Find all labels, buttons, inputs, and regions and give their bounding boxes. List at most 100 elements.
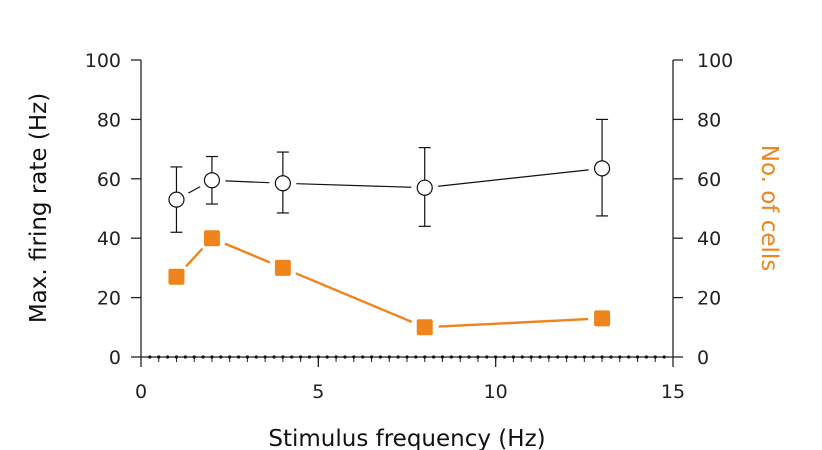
baseline-dot: [254, 355, 258, 359]
baseline-dot: [449, 355, 453, 359]
baseline-dot: [600, 355, 604, 359]
baseline-dot: [210, 355, 214, 359]
x-tick-label: 10: [484, 381, 508, 403]
baseline-dot: [547, 355, 551, 359]
baseline-dot: [272, 355, 276, 359]
cell-count-line-segment: [185, 247, 204, 268]
x-tick-label: 5: [312, 381, 324, 403]
baseline-dot: [343, 355, 347, 359]
baseline-dot: [281, 355, 285, 359]
baseline-dot: [414, 355, 418, 359]
right-y-tick-label: 80: [697, 109, 721, 131]
baseline-dot: [290, 355, 294, 359]
series-cell-count: [168, 230, 611, 336]
cell-count-line-segment: [224, 242, 271, 264]
baseline-dot: [307, 355, 312, 359]
baseline-dot: [618, 355, 622, 359]
firing-rate-point: [203, 172, 221, 189]
left-y-tick-label: 40: [97, 228, 121, 250]
baseline-dot: [299, 355, 303, 359]
series-firing-rate: [168, 118, 611, 233]
cell-count-point: [594, 310, 611, 327]
cell-count-point: [168, 268, 185, 285]
baseline-dot: [591, 355, 595, 359]
baseline-dot: [565, 355, 569, 359]
cell-count-point: [274, 259, 291, 276]
baseline-dot: [582, 355, 586, 359]
baseline-dot: [369, 355, 374, 359]
baseline-dot: [653, 355, 657, 359]
firing-rate-point: [274, 175, 291, 192]
baseline-dot: [316, 355, 320, 359]
right-y-tick-label: 0: [697, 347, 709, 369]
baseline-dot: [423, 355, 427, 359]
right-y-tick-label: 40: [697, 228, 721, 250]
baseline-dot: [245, 355, 249, 359]
x-tick-label: 15: [661, 381, 685, 403]
axes: 0 20 40 60 80 100 0 20 40 60 80 100 0 5 10 15: [85, 50, 734, 403]
baseline-dot: [192, 355, 196, 359]
baseline-dot: [520, 355, 524, 359]
left-y-tick-label: 20: [97, 288, 121, 310]
baseline-dot: [263, 355, 267, 359]
baseline-dot: [228, 355, 232, 359]
baseline-dot: [157, 355, 161, 359]
baseline-dot: [361, 355, 365, 359]
baseline-dot: [378, 355, 382, 359]
baseline-dot: [396, 355, 400, 359]
baseline-dot: [556, 355, 560, 359]
baseline-dot: [166, 355, 170, 359]
x-axis-title: Stimulus frequency (Hz): [268, 426, 545, 450]
cell-count-point: [416, 319, 433, 336]
baseline-dot: [609, 355, 613, 359]
baseline-dot: [662, 355, 666, 359]
baseline-dot: [387, 355, 391, 359]
baseline-dot: [405, 355, 409, 359]
baseline-dot: [538, 355, 542, 359]
baseline-dot: [502, 355, 507, 359]
left-y-tick-label: 80: [97, 109, 121, 131]
baseline-dot: [458, 355, 462, 359]
left-y-axis-title: Max. firing rate (Hz): [26, 93, 52, 323]
baseline-dot: [494, 355, 498, 359]
baseline-dot: [440, 355, 445, 359]
baseline-dot: [352, 355, 356, 359]
right-y-tick-label: 60: [697, 169, 721, 191]
left-y-tick-label: 0: [109, 347, 121, 369]
firing-rate-line-segment: [438, 169, 589, 187]
baseline-dot: [219, 355, 223, 359]
baseline-dot: [148, 355, 152, 359]
firing-rate-line-segment: [225, 180, 270, 184]
left-y-tick-label: 60: [97, 169, 121, 191]
baseline-dot: [627, 355, 631, 359]
right-y-tick-label: 100: [697, 50, 733, 72]
cell-count-point: [203, 230, 220, 247]
cell-count-line-segment: [438, 317, 589, 328]
baseline-dot: [183, 355, 187, 359]
firing-rate-point: [593, 160, 611, 177]
baseline-dot: [573, 355, 578, 359]
baseline-dot: [201, 355, 205, 359]
baseline-dot: [174, 355, 179, 359]
right-y-tick-label: 20: [697, 288, 721, 310]
baseline-dot: [236, 355, 241, 359]
right-y-axis-title: No. of cells: [756, 145, 782, 272]
firing-rate-line-segment: [296, 183, 412, 188]
baseline-dot: [511, 355, 515, 359]
baseline-dot: [635, 355, 640, 359]
baseline-dot: [485, 355, 489, 359]
firing-rate-point: [168, 191, 185, 208]
baseline-dot: [476, 355, 480, 359]
baseline-dot: [644, 355, 649, 359]
x-tick-label: 0: [135, 381, 147, 403]
baseline-dot: [432, 355, 436, 359]
left-y-tick-label: 100: [85, 50, 121, 72]
firing-rate-point: [416, 179, 433, 196]
baseline-dot: [334, 355, 338, 359]
firing-rate-line-segment: [188, 186, 201, 194]
baseline-dot: [529, 355, 533, 359]
baseline-dot: [325, 355, 329, 359]
cell-count-line-segment: [295, 272, 413, 323]
baseline-dot: [467, 355, 471, 359]
